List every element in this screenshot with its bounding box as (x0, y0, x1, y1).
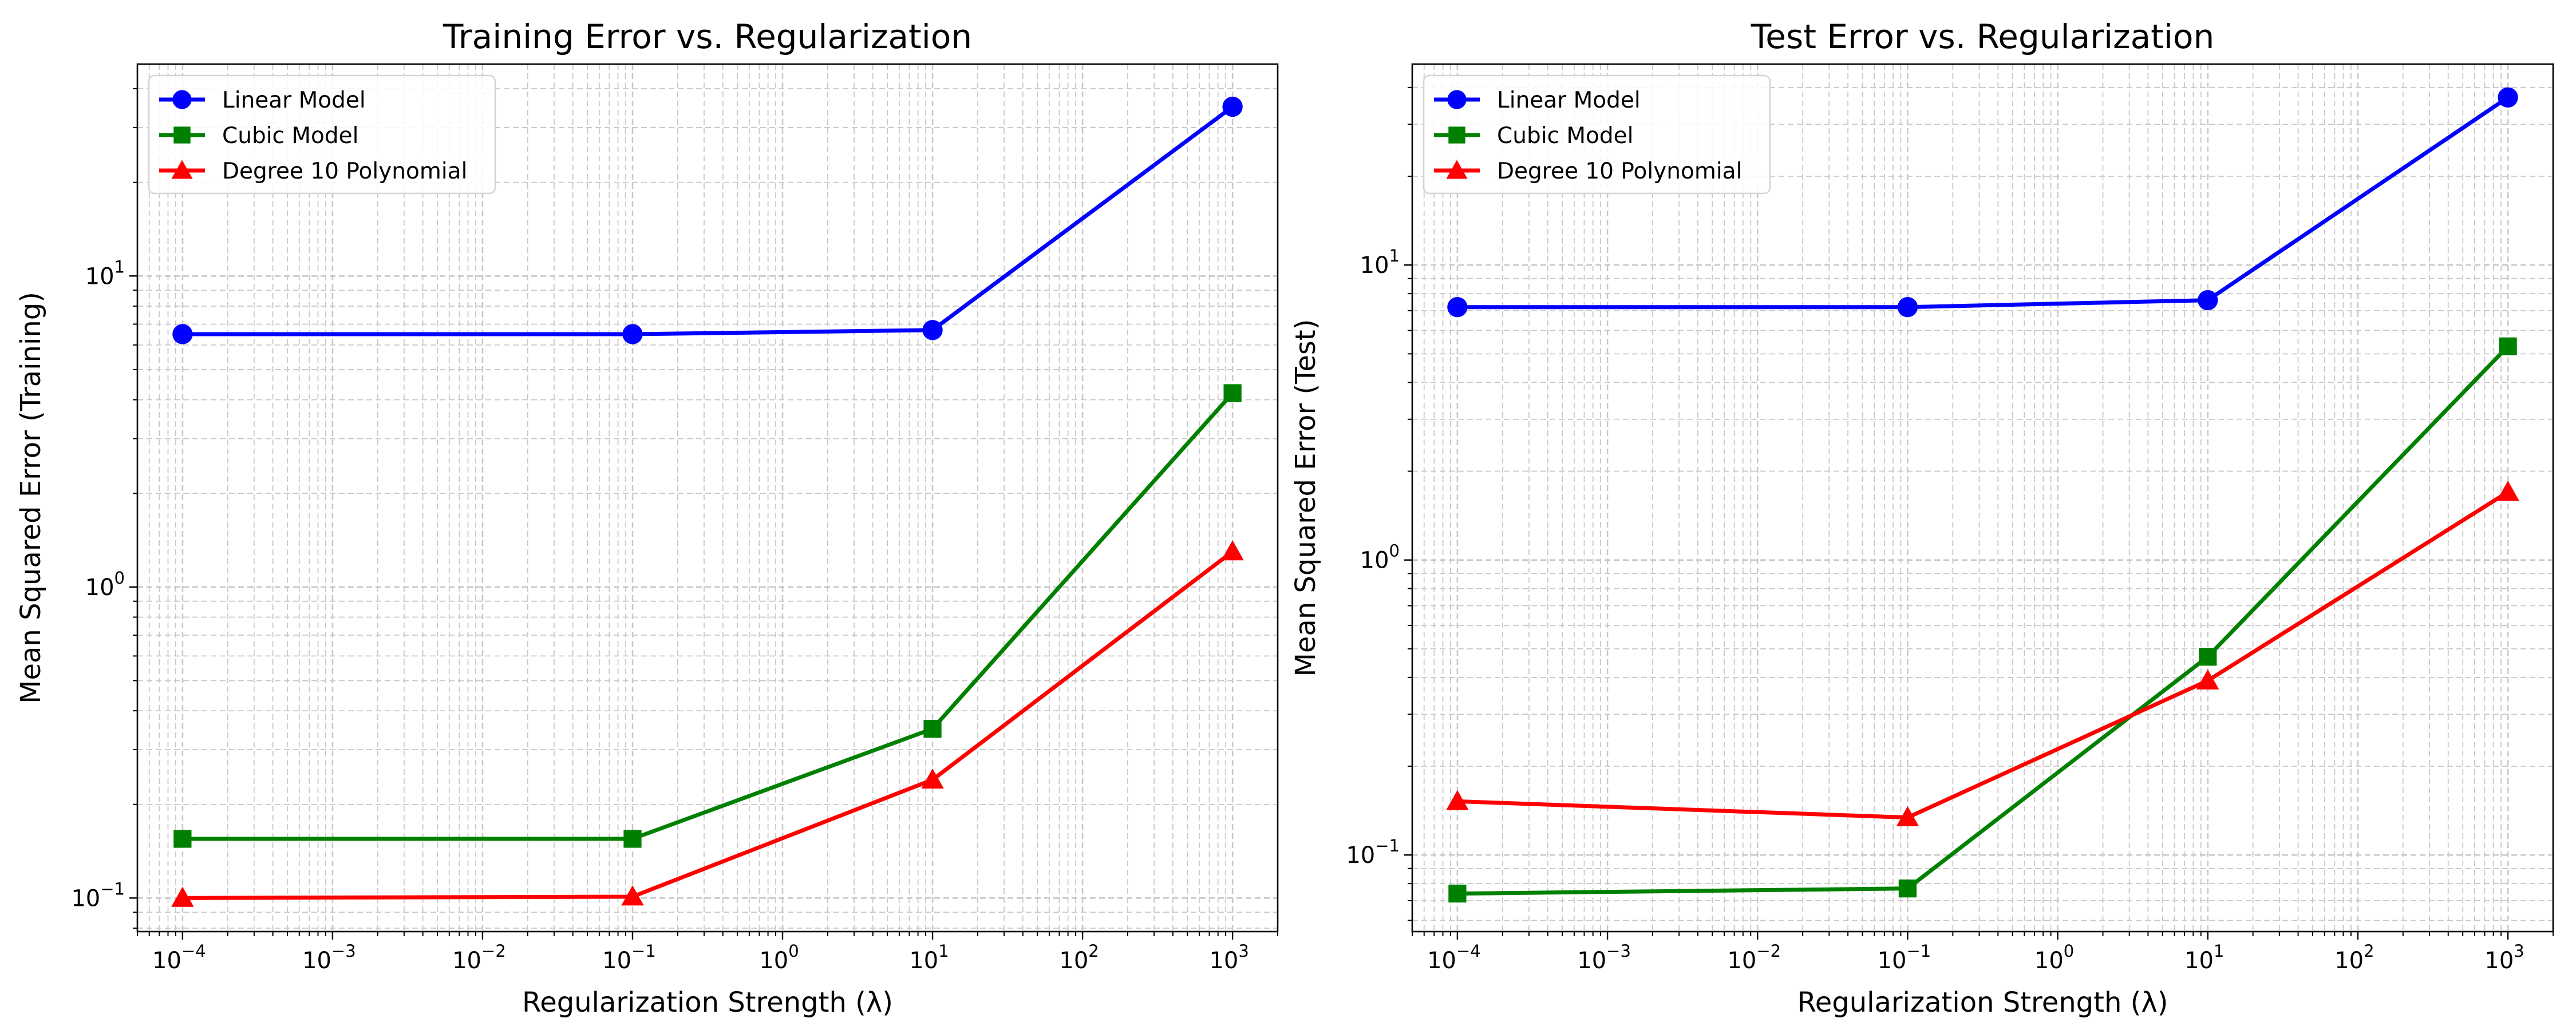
legend: Linear Model Cubic Model Degree 10 Polynom… (148, 74, 496, 195)
series-circle (172, 96, 1243, 344)
chart-title: Training Error vs. Regularization (442, 17, 972, 56)
plot-frame (136, 63, 1279, 933)
x-tick-label: 102 (2334, 941, 2374, 974)
legend-box (1423, 74, 1771, 195)
y-tick-label: 10−1 (71, 879, 125, 912)
x-tick-label: 102 (1059, 941, 1099, 974)
chart-title: Test Error vs. Regularization (1751, 17, 2215, 56)
x-tick-label: 101 (909, 941, 949, 974)
y-tick-label: 100 (85, 568, 125, 601)
legend-item: Cubic Model (159, 123, 358, 149)
y-tick-label: 100 (1360, 541, 1400, 574)
legend-label: Linear Model (1497, 88, 1641, 113)
x-tick-label: 10−3 (302, 941, 356, 974)
legend-marker-circle (1447, 90, 1467, 109)
x-axis-label: Regularization Strength (λ) (522, 987, 893, 1019)
data-point-triangle (1446, 790, 1469, 810)
x-tick-label: 10−3 (1577, 941, 1631, 974)
legend-item: Cubic Model (1434, 123, 1633, 149)
data-point-triangle (171, 886, 194, 907)
plot-frame (1411, 63, 2554, 933)
legend-item: Degree 10 Polynomial (1434, 159, 1742, 184)
legend-label: Linear Model (222, 88, 366, 113)
x-tick-label: 103 (1209, 941, 1249, 974)
legend-label: Cubic Model (1497, 123, 1633, 149)
x-tick-label: 103 (2484, 941, 2524, 974)
data-point-circle (172, 324, 193, 344)
x-tick-label: 10−4 (1427, 941, 1481, 974)
x-tick-label: 10−2 (1727, 941, 1781, 974)
data-point-square (1898, 880, 1917, 898)
x-tick-label: 101 (2184, 941, 2224, 974)
x-tick-label: 10−1 (602, 941, 656, 974)
series-line (182, 550, 1234, 900)
y-axis-label: Mean Squared Error (Training) (15, 292, 47, 704)
legend-marker-square (1448, 126, 1465, 144)
x-tick-label: 100 (759, 941, 799, 974)
grid (137, 64, 1278, 932)
data-point-square (1223, 384, 1242, 402)
x-tick-label: 100 (2034, 941, 2074, 974)
data-point-circle (922, 320, 943, 340)
series-square (173, 384, 1242, 848)
legend-item: Degree 10 Polynomial (159, 159, 467, 184)
data-point-square (2199, 648, 2217, 666)
legend-label: Degree 10 Polynomial (222, 159, 467, 184)
x-axis-label: Regularization Strength (λ) (1797, 987, 2168, 1019)
grid (1412, 64, 2554, 932)
legend-label: Cubic Model (222, 123, 358, 149)
legend-item: Linear Model (159, 88, 366, 113)
data-point-circle (1447, 297, 1468, 318)
data-point-square (2499, 337, 2517, 355)
legend-item: Linear Model (1434, 88, 1641, 113)
legend: Linear Model Cubic Model Degree 10 Polynom… (1423, 74, 1771, 195)
y-tick-label: 10−1 (1346, 836, 1400, 869)
data-point-triangle (621, 885, 644, 906)
data-point-circle (1222, 96, 1243, 117)
chart-panel-2: 10−4 10−3 10−2 10−1 100 101 102 103 10−1 100 101 Te… (1290, 17, 2554, 1019)
legend-marker-circle (172, 90, 192, 109)
y-tick-label: 101 (85, 257, 125, 290)
chart-panel-1: 10−4 10−3 10−2 10−1 100 101 102 103 10−1 100 101 Tr… (15, 17, 1279, 1019)
y-tick-label: 101 (1360, 246, 1400, 279)
series-line (1457, 490, 2509, 820)
legend-box (148, 74, 496, 195)
legend-marker-triangle (171, 160, 193, 179)
data-point-circle (1897, 297, 1918, 318)
series-line (182, 391, 1234, 841)
data-point-triangle (1896, 806, 1919, 827)
legend-marker-triangle (1446, 160, 1468, 179)
data-point-circle (2198, 290, 2218, 311)
legend-label: Degree 10 Polynomial (1497, 159, 1742, 184)
data-point-square (173, 830, 192, 848)
legend-marker-square (173, 126, 191, 144)
series-line (1457, 344, 2510, 896)
x-tick-label: 10−2 (452, 941, 506, 974)
series-circle (1447, 87, 2518, 318)
y-axis-label: Mean Squared Error (Test) (1290, 319, 1322, 677)
series-line (1457, 96, 2510, 310)
data-point-triangle (2196, 669, 2219, 690)
data-point-square (623, 830, 642, 848)
series-triangle (171, 540, 1244, 907)
x-tick-label: 10−4 (152, 941, 206, 974)
series-square (1448, 337, 2517, 903)
data-point-circle (2498, 87, 2518, 108)
data-point-circle (622, 324, 643, 344)
data-point-square (923, 719, 942, 738)
data-point-triangle (2496, 481, 2519, 501)
series-line (182, 105, 1234, 336)
data-point-triangle (921, 768, 944, 789)
data-point-square (1448, 884, 1467, 903)
x-tick-label: 10−1 (1878, 941, 1931, 974)
series-triangle (1446, 481, 2519, 827)
data-point-triangle (1221, 540, 1244, 561)
